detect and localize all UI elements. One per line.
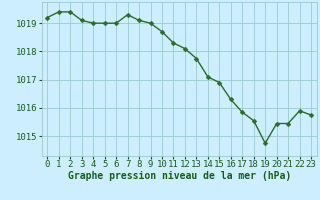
X-axis label: Graphe pression niveau de la mer (hPa): Graphe pression niveau de la mer (hPa) [68,171,291,181]
